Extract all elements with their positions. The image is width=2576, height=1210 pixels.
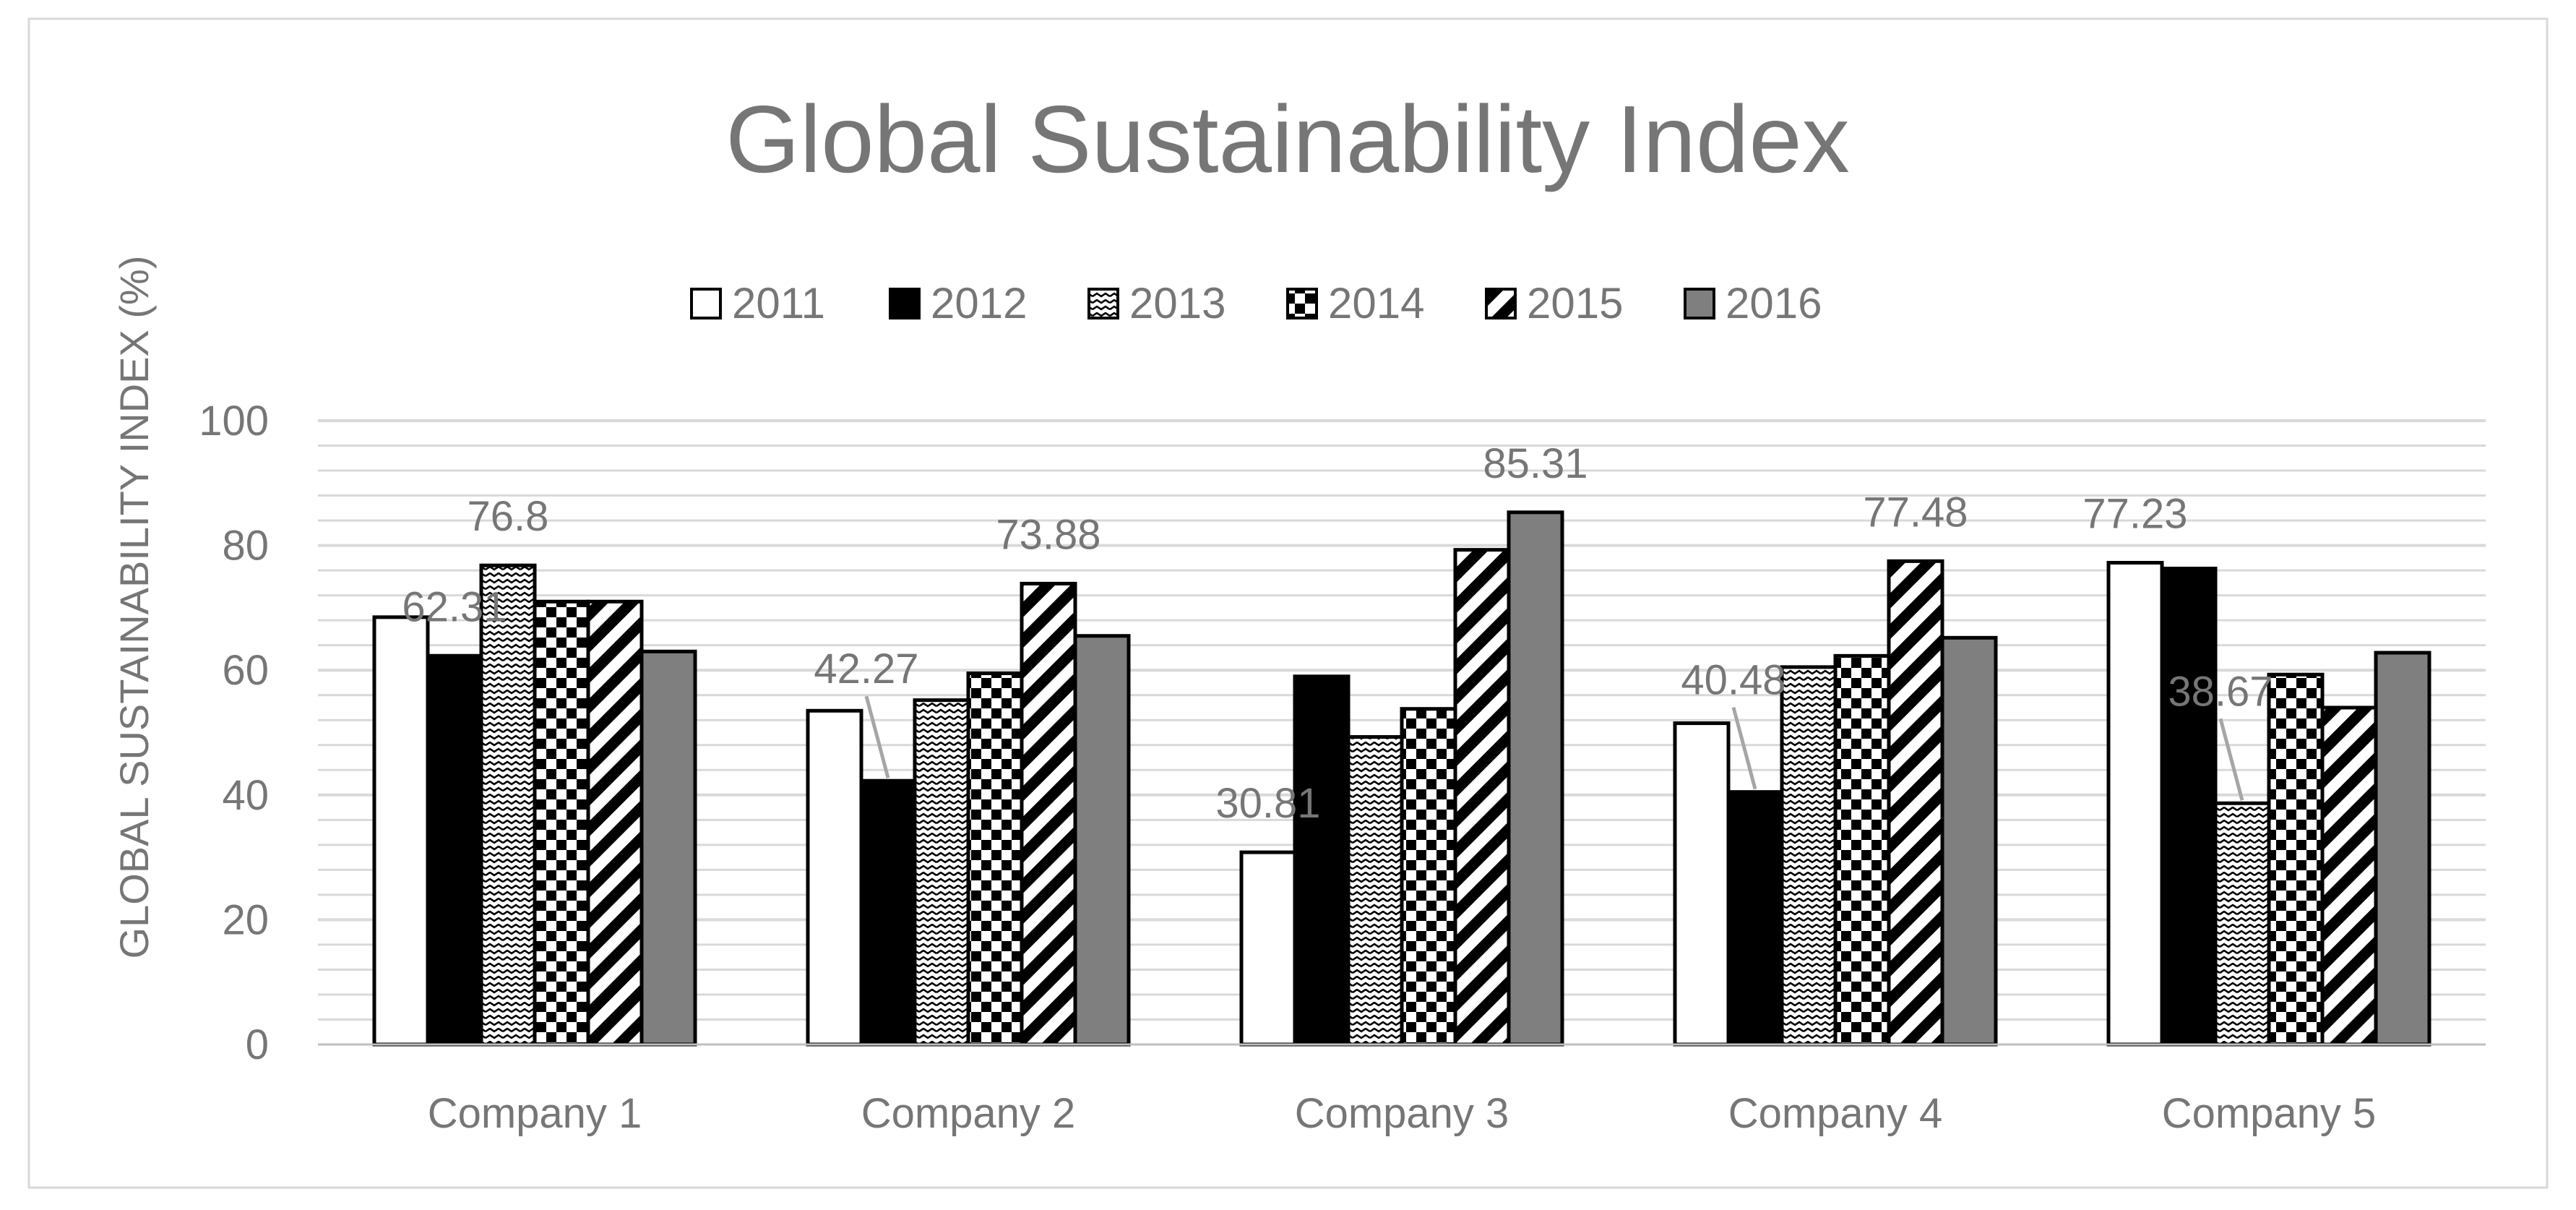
bar-company-3-2015 bbox=[1453, 548, 1511, 1047]
data-label: 73.88 bbox=[996, 511, 1100, 558]
bar-company-5-2014 bbox=[2267, 672, 2325, 1047]
y-tick-label: 40 bbox=[222, 772, 269, 819]
y-tick-label: 20 bbox=[222, 896, 269, 943]
x-tick-label: Company 2 bbox=[861, 1090, 1076, 1137]
legend-swatch bbox=[1087, 288, 1119, 319]
legend-label: 2012 bbox=[931, 279, 1027, 327]
legend-swatch bbox=[1286, 288, 1318, 319]
leader-line bbox=[1731, 707, 1757, 790]
bar-company-2-2012 bbox=[859, 778, 917, 1047]
data-label: 42.27 bbox=[814, 645, 918, 692]
bar-company-1-2014 bbox=[533, 599, 590, 1047]
bar-company-3-2011 bbox=[1239, 850, 1297, 1047]
leader-line bbox=[2218, 718, 2244, 801]
bar-company-1-2013 bbox=[479, 563, 537, 1047]
x-tick-label: Company 3 bbox=[1295, 1090, 1509, 1137]
legend-swatch bbox=[690, 288, 722, 319]
bar-company-2-2011 bbox=[806, 708, 863, 1047]
bar-company-3-2014 bbox=[1400, 707, 1457, 1047]
legend-label: 2011 bbox=[732, 279, 825, 327]
chart-title: Global Sustainability Index bbox=[725, 86, 1850, 192]
bar-company-4-2012 bbox=[1726, 790, 1784, 1047]
x-tick-label: Company 5 bbox=[2162, 1090, 2377, 1137]
bar-company-5-2012 bbox=[2160, 567, 2218, 1047]
legend-label: 2016 bbox=[1726, 279, 1822, 327]
bar-company-4-2015 bbox=[1887, 559, 1944, 1047]
data-label: 62.31 bbox=[402, 583, 507, 630]
bar-company-5-2013 bbox=[2213, 801, 2271, 1047]
bar-company-4-2011 bbox=[1673, 721, 1731, 1047]
legend-label: 2013 bbox=[1129, 279, 1225, 327]
bar-company-4-2013 bbox=[1780, 665, 1838, 1047]
legend-swatch bbox=[889, 288, 921, 319]
leader-line bbox=[864, 695, 890, 778]
legend-swatch bbox=[1684, 288, 1715, 319]
bar-company-1-2012 bbox=[426, 653, 483, 1047]
y-tick-label: 0 bbox=[246, 1021, 269, 1068]
y-tick-label: 100 bbox=[199, 398, 269, 445]
bar-company-2-2016 bbox=[1073, 634, 1131, 1047]
data-label: 77.23 bbox=[2082, 491, 2187, 538]
data-label: 85.31 bbox=[1483, 440, 1588, 487]
bar-company-1-2016 bbox=[639, 649, 697, 1047]
data-label: 38.67 bbox=[2168, 668, 2273, 715]
legend-label: 2014 bbox=[1328, 279, 1424, 327]
bar-company-2-2015 bbox=[1020, 581, 1077, 1047]
bar-company-3-2013 bbox=[1346, 735, 1404, 1047]
data-label: 40.48 bbox=[1681, 657, 1785, 704]
bar-company-3-2012 bbox=[1293, 674, 1351, 1047]
bar-company-1-2015 bbox=[586, 599, 644, 1047]
bar-company-4-2014 bbox=[1833, 653, 1891, 1047]
bar-company-5-2015 bbox=[2320, 705, 2378, 1047]
data-labels: 62.31 76.8 42.27 73.88 30.81 85.31 40.48 77.48 7… bbox=[402, 440, 2273, 827]
x-tick-label: Company 4 bbox=[1728, 1090, 1943, 1137]
bar-company-2-2014 bbox=[966, 671, 1024, 1047]
x-tick-label: Company 1 bbox=[428, 1090, 642, 1137]
bar-company-4-2016 bbox=[1940, 635, 1998, 1047]
y-tick-label: 60 bbox=[222, 647, 269, 694]
bar-company-5-2016 bbox=[2374, 651, 2431, 1047]
bar-company-3-2016 bbox=[1507, 510, 1564, 1047]
data-label: 76.8 bbox=[468, 493, 549, 540]
y-tick-label: 80 bbox=[222, 523, 269, 570]
bar-company-1-2011 bbox=[372, 615, 430, 1047]
legend: 2011 2012 2013 2014 2015 2016 bbox=[690, 279, 1822, 327]
y-axis-label: GLOBAL SUSTAINABILITY INDEX (%) bbox=[111, 256, 157, 959]
legend-label: 2015 bbox=[1527, 279, 1623, 327]
legend-swatch bbox=[1485, 288, 1517, 319]
data-label: 30.81 bbox=[1215, 780, 1320, 827]
x-axis-ticks: Company 1 Company 2 Company 3 Company 4 Comp… bbox=[428, 1090, 2377, 1137]
data-label: 77.48 bbox=[1863, 489, 1968, 536]
bar-company-2-2013 bbox=[913, 698, 970, 1047]
bar-company-5-2011 bbox=[2106, 561, 2164, 1047]
y-axis-ticks: 0 20 40 60 80 100 bbox=[199, 398, 269, 1068]
